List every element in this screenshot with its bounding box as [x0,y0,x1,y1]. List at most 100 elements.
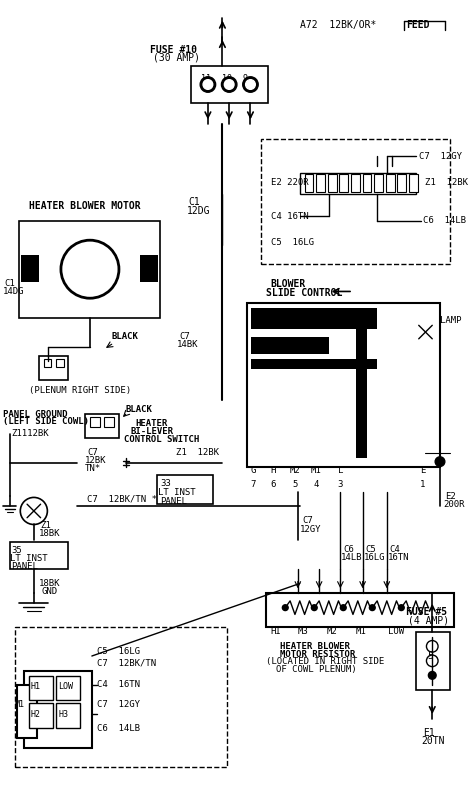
Text: HEATER BLOWER: HEATER BLOWER [281,642,350,651]
Bar [339,174,348,192]
Circle shape [340,604,346,611]
Text: 11: 11 [201,75,211,83]
Bar [363,174,371,192]
Bar [90,417,100,427]
Text: M1: M1 [311,466,321,475]
Text: M1: M1 [356,627,366,637]
Circle shape [428,671,436,679]
Text: BLOWER: BLOWER [271,279,306,289]
Circle shape [224,79,234,89]
Text: LT INST: LT INST [9,554,47,563]
Text: C7  12GY: C7 12GY [97,700,140,709]
Text: 3: 3 [337,480,343,489]
Text: FEED: FEED [406,20,429,30]
Text: 5: 5 [428,651,433,661]
Text: LOW: LOW [388,627,404,637]
Text: C5  16LG: C5 16LG [97,647,140,655]
Circle shape [283,604,288,611]
Text: 200R: 200R [443,500,465,509]
Bar [19,221,160,318]
Text: Z1: Z1 [41,521,51,530]
Bar [246,303,440,467]
Bar [356,308,367,458]
Text: C7  12BK/TN: C7 12BK/TN [97,659,156,667]
Circle shape [246,79,255,89]
Text: CONTROL SWITCH: CONTROL SWITCH [124,435,199,444]
Text: 18BK: 18BK [39,529,60,538]
Text: A72  12BK/OR*: A72 12BK/OR* [300,20,376,30]
Text: GND: GND [42,586,58,596]
Text: FUSE #5: FUSE #5 [406,608,447,618]
Bar [305,174,313,192]
Bar [104,417,114,427]
Text: TN*: TN* [85,464,101,473]
Text: L: L [337,466,343,475]
Text: C7  12BK/TN *: C7 12BK/TN * [87,495,157,504]
Text: E2: E2 [445,492,456,501]
Text: Z1  12BK: Z1 12BK [426,177,468,187]
Text: PANEL: PANEL [161,497,187,506]
Text: LT INST: LT INST [158,488,195,497]
Text: 33: 33 [161,480,171,488]
Text: C6  14LB: C6 14LB [423,217,465,225]
Text: OF COWL PLENUM): OF COWL PLENUM) [275,665,356,674]
Bar [56,703,80,728]
Text: 20TN: 20TN [421,736,445,746]
Text: BLACK: BLACK [111,332,138,341]
Text: C6: C6 [343,545,354,554]
Bar [140,254,158,282]
Bar [266,593,455,627]
Text: E: E [420,466,425,475]
Bar [386,174,394,192]
Text: 16TN: 16TN [388,553,409,562]
Circle shape [399,604,404,611]
Text: C4  16TN: C4 16TN [97,680,140,688]
Bar [15,627,227,767]
Text: PANEL GROUND: PANEL GROUND [3,410,67,418]
Text: 4: 4 [313,480,319,489]
Text: M3: M3 [297,627,308,637]
Bar [156,475,213,504]
Bar [251,360,377,369]
Text: G: G [251,466,256,475]
Text: C7: C7 [179,332,190,341]
Text: 5: 5 [292,480,298,489]
Text: PANEL: PANEL [11,561,38,571]
Text: C7  12GY: C7 12GY [419,152,462,161]
Text: H2: H2 [31,710,41,718]
Bar [29,677,53,700]
Text: C7: C7 [87,448,98,458]
Text: (4 AMP): (4 AMP) [408,615,449,625]
Text: Z1  12BK: Z1 12BK [176,448,219,458]
Text: HEATER: HEATER [136,419,168,429]
Text: C5  16LG: C5 16LG [271,238,314,246]
Text: M1: M1 [14,700,24,709]
Text: (LEFT SIDE COWL): (LEFT SIDE COWL) [3,418,89,426]
Bar [29,703,53,728]
Text: M2: M2 [290,466,301,475]
Bar [300,173,416,194]
Bar [56,360,64,367]
Text: C4 16TN: C4 16TN [271,211,309,221]
Bar [316,174,325,192]
Circle shape [435,457,445,466]
Text: C5: C5 [365,545,376,554]
Text: 14LB: 14LB [341,553,363,562]
Circle shape [221,77,237,93]
Bar [251,308,377,329]
Text: BLACK: BLACK [126,405,153,414]
Text: H3: H3 [58,710,68,718]
Bar [85,414,119,439]
Text: C1: C1 [5,279,16,288]
Text: E2 220R: E2 220R [271,177,309,187]
Text: C4: C4 [390,545,401,554]
Bar [56,677,80,700]
Text: 10: 10 [222,75,232,83]
Bar [39,356,68,381]
Bar [328,174,337,192]
Text: 14BK: 14BK [177,340,199,349]
Text: H1: H1 [31,682,41,692]
Bar [9,542,68,569]
Text: BI-LEVER: BI-LEVER [130,427,173,436]
Bar [351,174,360,192]
